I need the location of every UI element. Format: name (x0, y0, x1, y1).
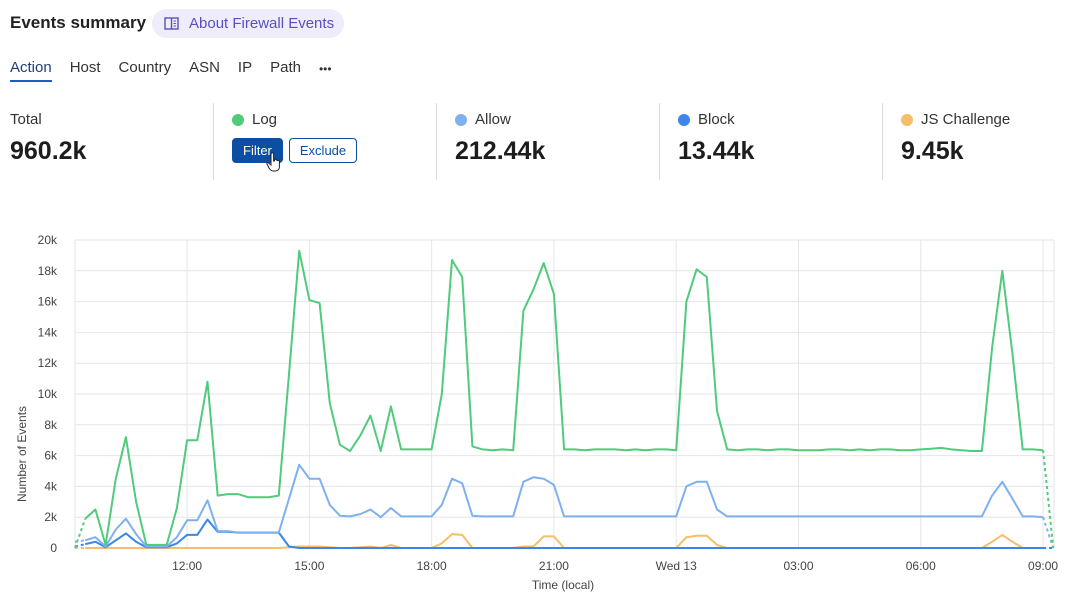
series-partial-end-log (1042, 450, 1055, 549)
divider (882, 103, 883, 180)
stat-allow: Allow 212.44k (455, 103, 545, 180)
stat-allow-label: Allow (475, 111, 511, 128)
series-partial-start-log (74, 518, 87, 549)
stat-js-label: JS Challenge (921, 111, 1011, 128)
tab-ip[interactable]: IP (237, 59, 253, 76)
divider (213, 103, 214, 180)
allow-legend-dot (455, 113, 467, 126)
about-label: About Firewall Events (189, 15, 335, 32)
y-tick-label: 12k (38, 356, 58, 370)
stat-block-value: 13.44k (678, 137, 755, 165)
tab-host[interactable]: Host (69, 59, 101, 76)
x-tick-label: 15:00 (294, 559, 324, 573)
y-tick-label: 0 (50, 541, 57, 555)
stat-block: Block 13.44k (678, 103, 754, 180)
x-tick-label: Wed 13 (656, 559, 697, 573)
y-tick-label: 14k (38, 325, 58, 339)
series-line-log (84, 249, 1044, 546)
y-tick-label: 8k (44, 418, 58, 432)
stat-total-value: 960.2k (10, 137, 87, 165)
y-tick-label: 2k (44, 510, 58, 524)
x-tick-label: 09:00 (1028, 559, 1058, 573)
block-legend-dot (678, 113, 690, 126)
stat-allow-value: 212.44k (455, 137, 546, 165)
filter-button[interactable]: Filter (232, 138, 283, 163)
hand-cursor-icon (266, 152, 280, 172)
divider (659, 103, 660, 180)
events-line-chart: 0 2k 4k 6k 8k 10k 12k 14k 16k 18k 20k 12:00 15:00 18:… (15, 233, 1058, 592)
tab-country[interactable]: Country (118, 59, 172, 76)
breakdown-tabs: Action Host Country ASN IP Path ••• (10, 59, 332, 82)
y-tick-label: 4k (44, 479, 58, 493)
stat-block-label: Block (698, 111, 735, 128)
y-axis-title: Number of Events (15, 406, 29, 502)
stat-js-value: 9.45k (901, 137, 964, 165)
y-tick-label: 18k (38, 264, 58, 278)
stat-total-label: Total (10, 111, 42, 128)
book-icon (164, 17, 179, 30)
y-tick-label: 6k (44, 449, 58, 463)
x-axis-title: Time (local) (532, 578, 594, 592)
log-legend-dot (232, 113, 244, 126)
x-tick-label: 06:00 (906, 559, 936, 573)
exclude-button[interactable]: Exclude (288, 138, 358, 163)
y-tick-label: 10k (38, 387, 58, 401)
stat-log: Log Filter Exclude (232, 103, 358, 180)
about-firewall-events-button[interactable]: About Firewall Events (152, 9, 345, 38)
y-tick-label: 20k (38, 233, 58, 247)
x-tick-label: 03:00 (783, 559, 813, 573)
stat-log-label: Log (252, 111, 278, 128)
x-tick-label: 21:00 (539, 559, 569, 573)
x-tick-label: 12:00 (172, 559, 202, 573)
series-line-allow (84, 463, 1044, 548)
tab-action[interactable]: Action (10, 59, 52, 82)
tab-path[interactable]: Path (270, 59, 301, 76)
js-challenge-legend-dot (901, 113, 913, 126)
tab-asn[interactable]: ASN (189, 59, 220, 76)
stat-total: Total 960.2k (10, 103, 86, 180)
more-tabs-button[interactable]: ••• (318, 62, 332, 76)
page-title: Events summary (10, 13, 147, 32)
series-line-js-challenge (85, 533, 1043, 549)
series-line-block (84, 518, 1043, 549)
stat-js-challenge: JS Challenge 9.45k (901, 103, 1010, 180)
x-tick-label: 18:00 (417, 559, 447, 573)
y-tick-label: 16k (38, 295, 58, 309)
divider (436, 103, 437, 180)
series-partial-end-allow (1042, 516, 1055, 549)
